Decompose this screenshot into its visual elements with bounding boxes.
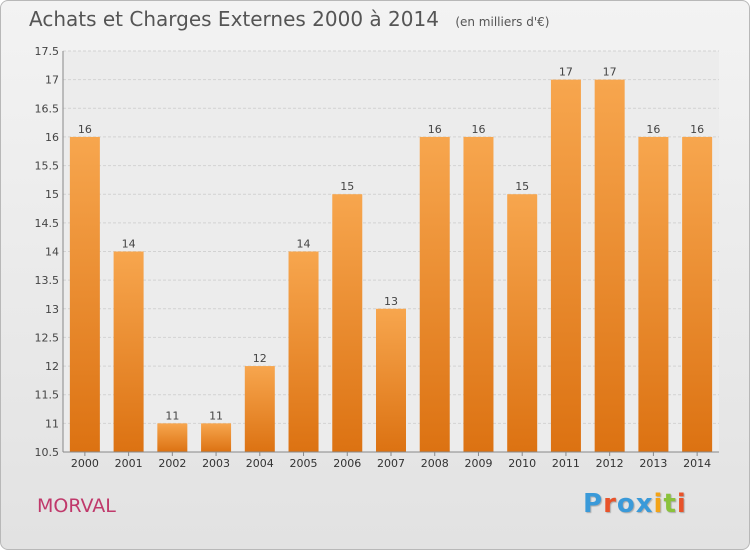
logo-letter: P xyxy=(583,489,604,519)
bar-2012 xyxy=(594,79,625,453)
x-tick-label: 2013 xyxy=(639,457,667,470)
bar-2011 xyxy=(550,79,581,453)
chart-title-text: Achats et Charges Externes 2000 à 2014 xyxy=(29,7,439,31)
x-tick-label: 2012 xyxy=(596,457,624,470)
x-tick-label: 2003 xyxy=(202,457,230,470)
bar-value-label: 17 xyxy=(603,66,617,79)
y-tick-label: 12 xyxy=(45,360,59,373)
x-tick-label: 2011 xyxy=(552,457,580,470)
chart-subtitle: (en milliers d'€) xyxy=(455,15,550,29)
axes: 10.5 11 11.5 12 12.5 13 13.5 14 14.5 15 15.5 16 16.5… xyxy=(35,45,719,470)
y-tick-label: 12.5 xyxy=(35,331,60,344)
y-tick-label: 13.5 xyxy=(35,274,60,287)
bar-2013 xyxy=(638,136,669,452)
bar-value-label: 16 xyxy=(646,123,660,136)
bar-value-label: 15 xyxy=(515,180,529,193)
x-tick-label: 2014 xyxy=(683,457,711,470)
logo-letter: x xyxy=(635,489,654,519)
bar-2007 xyxy=(376,308,406,452)
bar-value-label: 16 xyxy=(471,123,485,136)
bar-value-label: 15 xyxy=(340,180,354,193)
x-tick-label: 2009 xyxy=(464,457,492,470)
x-tick-label: 2004 xyxy=(246,457,274,470)
bar-2014 xyxy=(682,136,713,452)
bar-2003 xyxy=(201,423,232,452)
y-tick-label: 14.5 xyxy=(35,217,60,230)
proxiti-logo[interactable]: Proxiti xyxy=(583,489,687,519)
bar-value-label: 12 xyxy=(253,352,267,365)
x-tick-label: 2007 xyxy=(377,457,405,470)
bar-value-label: 14 xyxy=(122,238,136,251)
x-tick-label: 2001 xyxy=(115,457,143,470)
commune-name: MORVAL xyxy=(37,495,116,517)
logo-letter: o xyxy=(616,489,636,519)
x-tick-label: 2010 xyxy=(508,457,536,470)
y-tick-label: 10.5 xyxy=(35,446,60,459)
bar-value-label: 14 xyxy=(297,238,311,251)
x-tick-label: 2005 xyxy=(290,457,318,470)
bar-2001 xyxy=(113,251,144,452)
bar-2006 xyxy=(332,194,363,452)
chart-title: Achats et Charges Externes 2000 à 2014 (… xyxy=(29,7,549,31)
bar-value-label: 13 xyxy=(384,295,398,308)
bars: 16 14 11 11 12 14 15 13 16 16 15 17 17 16 16 xyxy=(69,66,713,453)
y-tick-label: 15.5 xyxy=(35,160,60,173)
x-tick-label: 2006 xyxy=(333,457,361,470)
logo-letter: r xyxy=(603,489,617,519)
y-tick-label: 11.5 xyxy=(35,389,60,402)
y-tick-label: 11 xyxy=(45,417,59,430)
bar-2009 xyxy=(463,136,494,452)
logo-letter: i xyxy=(676,489,687,519)
y-tick-label: 17.5 xyxy=(35,45,60,58)
x-tick-label: 2008 xyxy=(421,457,449,470)
y-tick-label: 13 xyxy=(45,303,59,316)
bar-value-label: 16 xyxy=(78,123,92,136)
y-tick-label: 16 xyxy=(45,131,59,144)
y-tick-label: 14 xyxy=(45,246,59,259)
bar-2002 xyxy=(157,423,188,452)
bar-value-label: 17 xyxy=(559,66,573,79)
logo-letter: i xyxy=(653,489,664,519)
bar-value-label: 11 xyxy=(165,409,179,422)
x-tick-label: 2002 xyxy=(158,457,186,470)
y-tick-label: 17 xyxy=(45,74,59,87)
bar-2010 xyxy=(507,194,538,452)
bar-2000 xyxy=(69,136,100,452)
bar-2008 xyxy=(419,136,450,452)
bar-2004 xyxy=(244,366,275,452)
bar-2005 xyxy=(288,251,319,452)
bar-value-label: 11 xyxy=(209,409,223,422)
bar-value-label: 16 xyxy=(428,123,442,136)
bar-value-label: 16 xyxy=(690,123,704,136)
y-tick-label: 16.5 xyxy=(35,102,60,115)
y-tick-label: 15 xyxy=(45,188,59,201)
x-tick-label: 2000 xyxy=(71,457,99,470)
logo-letter: t xyxy=(663,489,677,519)
